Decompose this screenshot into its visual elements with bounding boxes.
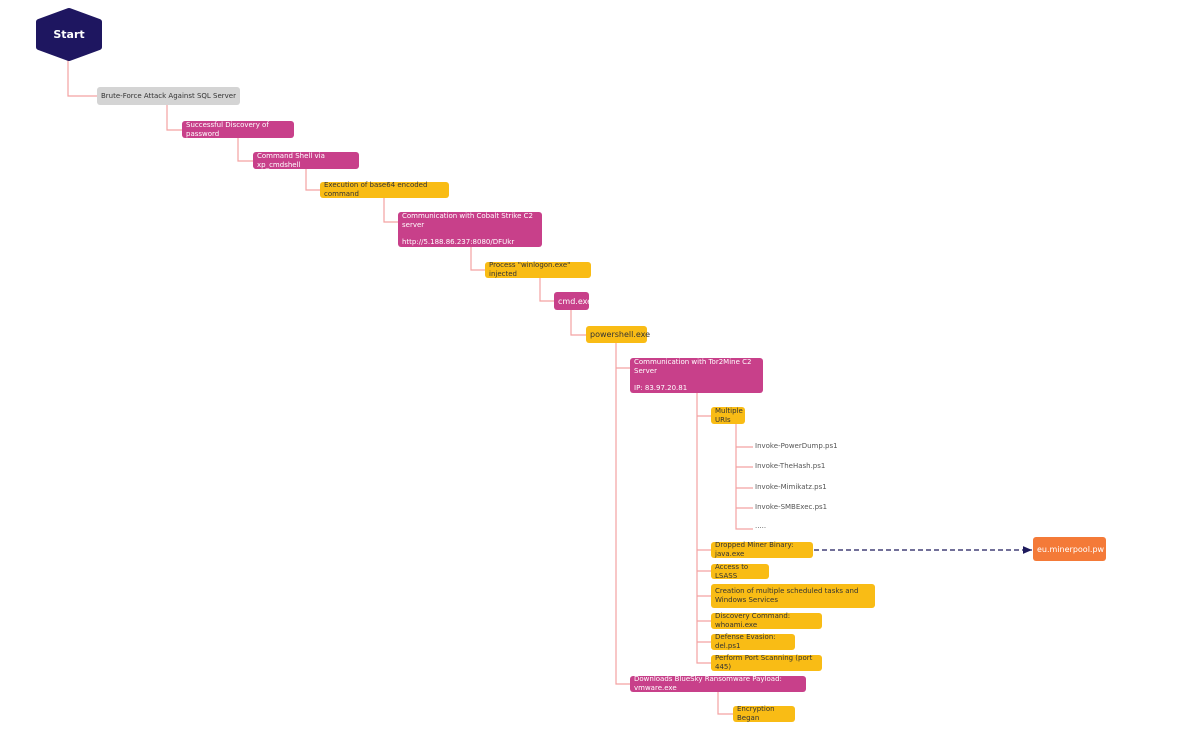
node: Creation of multiple scheduled tasks and… bbox=[711, 584, 875, 608]
uri-item: Invoke-TheHash.ps1 bbox=[755, 462, 826, 470]
connector bbox=[570, 310, 586, 336]
node: Access to LSASS bbox=[711, 563, 769, 580]
node: Execution of base64 encoded command bbox=[320, 181, 449, 198]
node: powershell.exe bbox=[586, 326, 650, 343]
start-label: Start bbox=[53, 28, 85, 41]
node: Brute-Force Attack Against SQL Server bbox=[97, 87, 240, 105]
node: Process "winlogon.exe" injected bbox=[485, 261, 591, 278]
uri-item: Invoke-PowerDump.ps1 bbox=[755, 442, 838, 450]
connector bbox=[305, 169, 320, 191]
uri-item: ..... bbox=[755, 522, 767, 530]
node-detail: http://5.188.86.237:8080/DFUkr bbox=[402, 238, 515, 246]
node: Perform Port Scanning (port 445) bbox=[711, 654, 822, 671]
node-label: Communication with Cobalt Strike C2 serv… bbox=[402, 212, 533, 229]
node: Command Shell via xp_cmdshell bbox=[253, 152, 359, 169]
node: Discovery Command: whoami.exe bbox=[711, 612, 822, 629]
connector bbox=[470, 247, 485, 271]
connector bbox=[696, 393, 711, 664]
node: Communication with Cobalt Strike C2 serv… bbox=[398, 212, 542, 247]
node: Downloads BlueSky Ransomware Payload: vm… bbox=[630, 675, 806, 692]
node: Dropped Miner Binary: java.exe bbox=[711, 541, 813, 558]
node: Successful Discovery of password bbox=[182, 121, 294, 138]
node-label: Communication with Tor2Mine C2 Server bbox=[634, 358, 752, 375]
uri-item: Invoke-Mimikatz.ps1 bbox=[755, 483, 827, 491]
node: Communication with Tor2Mine C2 Server IP:… bbox=[630, 358, 763, 393]
node: Defense Evasion: del.ps1 bbox=[711, 633, 795, 650]
connector bbox=[539, 278, 554, 302]
start-shape bbox=[36, 8, 102, 61]
connector bbox=[67, 57, 97, 97]
node: eu.minerpool.pw bbox=[1033, 537, 1106, 561]
node-detail: IP: 83.97.20.81 bbox=[634, 384, 688, 392]
connector bbox=[237, 138, 253, 162]
uri-item: Invoke-SMBExec.ps1 bbox=[755, 503, 828, 511]
connector bbox=[383, 198, 398, 223]
connector bbox=[717, 692, 733, 715]
connector bbox=[735, 424, 753, 530]
node: Multiple URIs bbox=[711, 407, 745, 424]
connector bbox=[166, 105, 182, 131]
node: cmd.exe bbox=[554, 292, 592, 310]
connector bbox=[615, 343, 630, 685]
node: Encryption Began bbox=[733, 705, 795, 722]
